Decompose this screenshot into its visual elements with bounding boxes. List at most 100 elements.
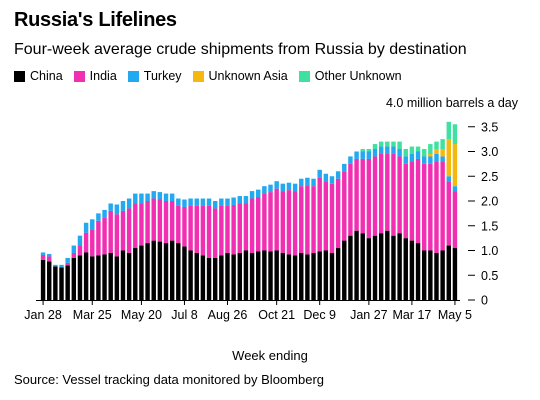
bar-segment-india bbox=[317, 177, 322, 252]
bar-segment-india bbox=[378, 153, 384, 234]
bar-segment-china bbox=[139, 245, 144, 300]
bar-segment-turkey bbox=[378, 146, 384, 154]
bar-segment-other-unknown bbox=[403, 149, 408, 157]
bar-segment-china bbox=[206, 257, 212, 300]
bar-segment-turkey bbox=[317, 169, 322, 178]
bar-segment-turkey bbox=[120, 201, 126, 211]
bar-segment-other-unknown bbox=[391, 141, 396, 147]
bar-segment-china bbox=[268, 251, 273, 300]
bar-segment-india bbox=[360, 158, 365, 234]
bar-segment-india bbox=[323, 181, 329, 251]
bar-segment-turkey bbox=[219, 198, 224, 206]
bar-segment-china bbox=[169, 240, 175, 300]
bar-segment-turkey bbox=[415, 151, 421, 159]
bar-segment-turkey bbox=[440, 156, 445, 162]
bar-segment-india bbox=[354, 158, 359, 231]
bar-segment-turkey bbox=[188, 198, 193, 206]
bar-segment-china bbox=[421, 250, 427, 300]
bar-segment-india bbox=[385, 153, 390, 231]
bar-segment-other-unknown bbox=[372, 144, 378, 150]
bar-segment-china bbox=[366, 238, 372, 301]
bar-segment-india bbox=[231, 204, 236, 255]
bar-segment-other-unknown bbox=[428, 144, 433, 154]
bar-segment-turkey bbox=[96, 213, 101, 221]
x-tick-label: Mar 17 bbox=[392, 308, 431, 322]
bar-segment-other-unknown bbox=[366, 149, 372, 152]
bar-segment-china bbox=[249, 252, 255, 300]
legend-label-unknown-asia: Unknown Asia bbox=[208, 69, 288, 83]
bar-segment-china bbox=[391, 235, 396, 300]
bar-segment-china bbox=[65, 265, 70, 300]
bar-segment-india bbox=[397, 156, 402, 234]
bar-segment-turkey bbox=[65, 257, 70, 263]
bar-segment-india bbox=[139, 203, 144, 246]
bar-segment-turkey bbox=[169, 193, 175, 201]
bar-segment-china bbox=[446, 245, 451, 300]
bar-segment-turkey bbox=[47, 253, 52, 257]
bar-segment-india bbox=[47, 256, 52, 262]
bar-segment-turkey bbox=[299, 178, 304, 187]
bar-segment-china bbox=[90, 256, 95, 300]
x-axis-title: Week ending bbox=[232, 348, 308, 363]
bar-segment-other-unknown bbox=[434, 141, 439, 150]
bar-segment-india bbox=[329, 183, 335, 253]
bar-segment-turkey bbox=[274, 181, 279, 189]
bar-segment-other-unknown bbox=[397, 141, 402, 150]
bar-segment-china bbox=[225, 252, 230, 300]
bar-segment-india bbox=[335, 178, 341, 249]
bar-segment-other-unknown bbox=[440, 139, 445, 150]
bar-segment-china bbox=[409, 240, 415, 300]
bar-segment-china bbox=[434, 252, 439, 300]
bar-segment-india bbox=[366, 158, 372, 239]
legend-item-unknown-asia: Unknown Asia bbox=[192, 69, 288, 83]
bar-segment-turkey bbox=[243, 196, 249, 204]
bar-segment-india bbox=[200, 205, 206, 256]
bar-segment-turkey bbox=[108, 203, 113, 211]
bar-segment-china bbox=[114, 256, 120, 300]
bar-segment-turkey bbox=[446, 176, 451, 182]
bar-segment-turkey bbox=[372, 149, 378, 157]
bar-segment-turkey bbox=[329, 176, 335, 184]
bar-segment-india bbox=[262, 193, 267, 251]
bar-segment-other-unknown bbox=[446, 121, 451, 140]
bar-segment-india bbox=[219, 205, 224, 256]
bar-segment-china bbox=[120, 250, 126, 300]
bar-segment-china bbox=[329, 252, 335, 300]
bar-segment-china bbox=[403, 238, 408, 301]
y-tick-label: 1.5 bbox=[481, 219, 498, 233]
bar-segment-turkey bbox=[335, 171, 341, 179]
bar-segment-india bbox=[188, 205, 193, 251]
y-tick-label: 0.5 bbox=[481, 269, 498, 283]
bar-segment-turkey bbox=[286, 182, 292, 191]
bar-segment-turkey bbox=[163, 193, 169, 201]
y-tick-label: 1.0 bbox=[481, 244, 498, 258]
bar-segment-india bbox=[114, 214, 120, 257]
x-tick-label: Mar 25 bbox=[73, 308, 112, 322]
bar-segment-india bbox=[163, 201, 169, 244]
bar-segment-india bbox=[77, 245, 83, 256]
bar-segment-china bbox=[286, 254, 292, 300]
bar-segment-turkey bbox=[421, 156, 427, 164]
bar-segment-china bbox=[188, 250, 193, 300]
bar-segment-china bbox=[397, 233, 402, 301]
bar-segment-other-unknown bbox=[421, 149, 427, 157]
legend-swatch-other-unknown bbox=[298, 70, 310, 82]
bar-segment-india bbox=[83, 232, 89, 253]
bar-segment-india bbox=[157, 199, 163, 242]
bar-segment-turkey bbox=[262, 186, 267, 194]
bar-segment-china bbox=[96, 255, 101, 300]
bar-segment-turkey bbox=[452, 186, 458, 192]
bar-segment-turkey bbox=[133, 193, 138, 204]
bar-segment-turkey bbox=[83, 222, 89, 233]
bar-segment-india bbox=[292, 191, 298, 256]
bar-segment-india bbox=[249, 198, 255, 253]
bar-segment-turkey bbox=[182, 199, 187, 207]
x-tick-label: Jul 8 bbox=[171, 308, 197, 322]
bar-segment-other-unknown bbox=[409, 146, 415, 154]
bar-segment-china bbox=[212, 257, 218, 300]
bar-segment-turkey bbox=[200, 198, 206, 206]
bar-segment-turkey bbox=[403, 156, 408, 164]
bar-segment-turkey bbox=[268, 184, 273, 193]
y-unit-label: 4.0 million barrels a day bbox=[386, 96, 519, 110]
